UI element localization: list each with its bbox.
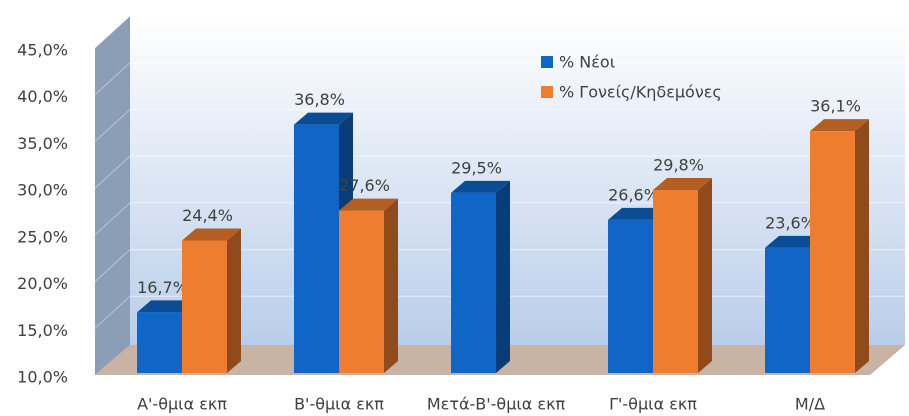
grid-line (94, 15, 131, 49)
bar-top (294, 112, 353, 125)
bar-top (810, 119, 869, 132)
bar-side (698, 178, 712, 373)
bar-side (227, 228, 241, 373)
grid-line (94, 202, 131, 236)
bar-side (855, 119, 869, 373)
data-label: 36,8% (294, 90, 345, 109)
legend-swatch (541, 86, 553, 98)
data-label: 16,7% (137, 278, 188, 297)
legend-swatch (541, 56, 553, 68)
bar-top (182, 228, 241, 241)
y-tick-label: 20,0% (17, 274, 68, 293)
bar (137, 312, 182, 373)
grid-line (94, 295, 131, 329)
x-tick-label: Β'-θμια εκπ (294, 395, 384, 414)
y-tick-label: 30,0% (17, 181, 68, 200)
y-tick-label: 15,0% (17, 321, 68, 340)
bar (182, 240, 227, 373)
bar-top (339, 198, 398, 211)
bar (451, 192, 496, 373)
bar-top (137, 300, 196, 313)
bar (608, 219, 653, 373)
grid-line (94, 109, 131, 142)
bar-top (451, 180, 510, 193)
data-label: 24,4% (182, 206, 233, 225)
data-label: 26,6% (608, 185, 659, 204)
bar (765, 247, 810, 373)
bar (294, 124, 339, 374)
bar-side (384, 198, 398, 373)
x-tick-label: Μετά-Β'-θμια εκπ (427, 395, 566, 414)
bar (653, 190, 698, 373)
bar-top (608, 207, 667, 220)
y-tick-label: 40,0% (17, 87, 68, 106)
grid-line (94, 249, 131, 282)
y-tick-label: 10,0% (17, 368, 68, 387)
legend-label: % Νέοι (559, 53, 615, 72)
data-label: 29,8% (653, 156, 704, 175)
x-tick-label: Α'-θμια εκπ (137, 395, 227, 414)
data-label: 36,1% (810, 97, 861, 116)
bar (339, 210, 384, 373)
side-wall (95, 16, 130, 375)
bar (810, 131, 855, 373)
data-label: 29,5% (451, 158, 502, 177)
x-tick-label: Μ/Δ (795, 395, 825, 414)
grid-line (94, 155, 131, 189)
legend-label: % Γονείς/Κηδεμόνες (559, 83, 722, 102)
y-tick-label: 35,0% (17, 134, 68, 153)
data-label: 27,6% (339, 176, 390, 195)
grid-line (94, 62, 131, 96)
x-tick-label: Γ'-θμια εκπ (609, 395, 697, 414)
data-label: 23,6% (765, 213, 816, 232)
bar-top (765, 235, 824, 248)
y-tick-label: 25,0% (17, 227, 68, 246)
bar-side (496, 180, 510, 373)
bar-top (653, 178, 712, 191)
y-tick-label: 45,0% (17, 41, 68, 60)
